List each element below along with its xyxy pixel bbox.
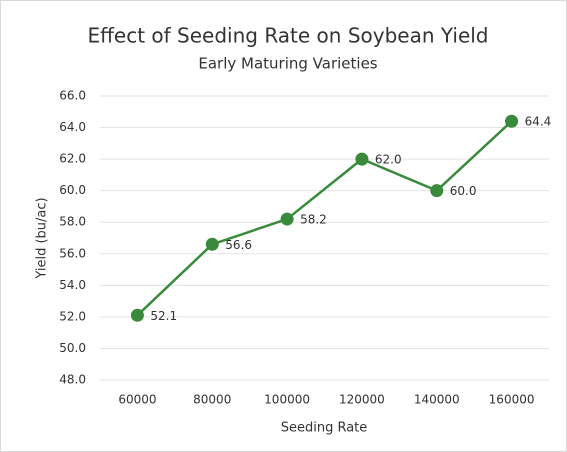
data-label: 62.0	[375, 153, 402, 167]
y-tick-label: 62.0	[59, 152, 86, 166]
x-tick-label: 160000	[489, 393, 535, 407]
data-label: 64.4	[525, 115, 552, 129]
y-tick-label: 64.0	[59, 120, 86, 134]
y-tick-label: 52.0	[59, 309, 86, 323]
chart-subtitle: Early Maturing Varieties	[198, 55, 377, 73]
y-tick-label: 56.0	[59, 246, 86, 260]
data-point	[280, 212, 294, 226]
x-tick-label: 80000	[193, 393, 231, 407]
data-point	[430, 184, 444, 198]
x-tick-label: 140000	[414, 393, 460, 407]
data-label: 52.1	[150, 309, 177, 323]
data-label: 60.0	[450, 184, 477, 198]
data-point	[205, 237, 219, 251]
x-axis-label: Seeding Rate	[281, 421, 368, 436]
data-point	[355, 152, 369, 166]
chart-title: Effect of Seeding Rate on Soybean Yield	[88, 24, 489, 48]
x-tick-label: 120000	[339, 393, 385, 407]
data-point	[130, 308, 144, 322]
y-tick-label: 54.0	[59, 278, 86, 292]
y-tick-label: 50.0	[59, 341, 86, 355]
data-label: 58.2	[300, 213, 327, 227]
data-point	[505, 114, 519, 128]
y-tick-label: 58.0	[59, 215, 86, 229]
y-tick-label: 66.0	[59, 89, 86, 103]
x-tick-label: 100000	[264, 393, 310, 407]
y-axis-label: Yield (bu/ac)	[35, 197, 50, 279]
y-tick-label: 60.0	[59, 183, 86, 197]
data-label: 56.6	[225, 238, 252, 252]
x-tick-label: 60000	[118, 393, 156, 407]
y-tick-label: 48.0	[59, 373, 86, 387]
series-line	[136, 120, 513, 317]
